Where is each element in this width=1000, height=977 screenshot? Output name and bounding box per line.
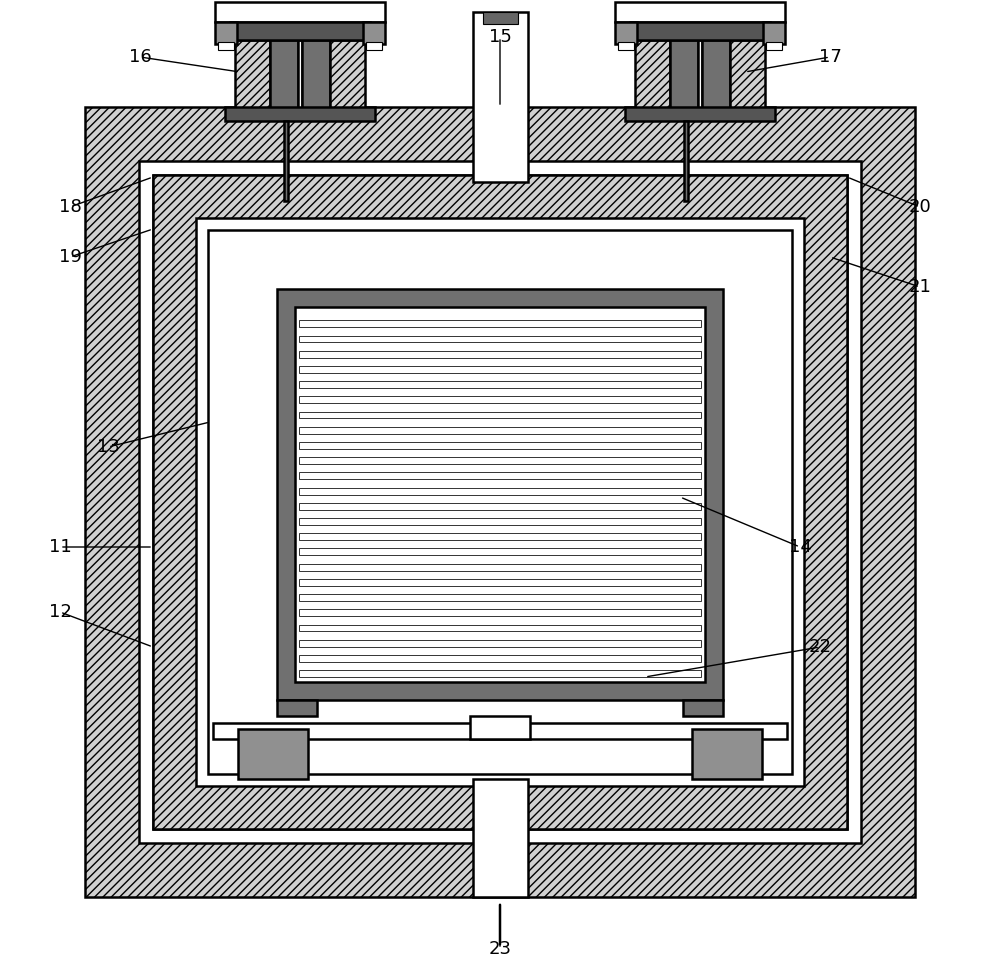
- Bar: [299, 457, 701, 464]
- Bar: [208, 230, 792, 774]
- Bar: [218, 42, 234, 50]
- Bar: [692, 729, 762, 779]
- Bar: [230, 22, 370, 40]
- Text: 18: 18: [59, 198, 81, 216]
- Bar: [299, 381, 701, 388]
- Bar: [153, 175, 847, 829]
- Bar: [299, 442, 701, 448]
- Bar: [270, 40, 298, 112]
- Bar: [615, 22, 637, 44]
- Bar: [363, 22, 385, 44]
- Text: 16: 16: [129, 48, 151, 66]
- Bar: [635, 40, 670, 112]
- Text: 14: 14: [789, 538, 811, 556]
- Bar: [298, 40, 302, 112]
- Bar: [215, 22, 237, 44]
- Bar: [284, 121, 288, 201]
- Text: 15: 15: [489, 28, 511, 46]
- Bar: [615, 2, 785, 22]
- Bar: [299, 548, 701, 555]
- Bar: [299, 473, 701, 480]
- Bar: [730, 40, 765, 112]
- Bar: [302, 40, 330, 112]
- Bar: [225, 107, 375, 121]
- Bar: [473, 779, 528, 897]
- Text: 22: 22: [808, 638, 832, 656]
- Bar: [213, 723, 787, 739]
- Bar: [702, 40, 730, 112]
- Bar: [763, 22, 785, 44]
- Bar: [299, 366, 701, 373]
- Bar: [299, 427, 701, 434]
- Text: 23: 23: [488, 940, 512, 958]
- Bar: [299, 335, 701, 342]
- Bar: [330, 40, 365, 112]
- Bar: [299, 397, 701, 404]
- Bar: [470, 716, 530, 739]
- Bar: [698, 40, 702, 112]
- Bar: [277, 289, 723, 700]
- Bar: [295, 307, 705, 682]
- Bar: [299, 610, 701, 616]
- Bar: [299, 503, 701, 510]
- Bar: [85, 107, 915, 897]
- Bar: [670, 40, 698, 112]
- Bar: [153, 175, 847, 829]
- Bar: [625, 107, 775, 121]
- Bar: [299, 655, 701, 661]
- Bar: [299, 351, 701, 358]
- Bar: [618, 42, 634, 50]
- Bar: [208, 230, 792, 774]
- Bar: [153, 175, 847, 829]
- Bar: [299, 594, 701, 601]
- Bar: [299, 624, 701, 631]
- Text: 21: 21: [909, 278, 931, 296]
- Bar: [139, 161, 861, 843]
- Text: 12: 12: [49, 603, 71, 621]
- Bar: [215, 2, 385, 22]
- Bar: [299, 579, 701, 586]
- Bar: [196, 218, 804, 786]
- Bar: [277, 700, 317, 716]
- Bar: [299, 518, 701, 525]
- Text: 19: 19: [59, 248, 81, 266]
- Text: 20: 20: [909, 198, 931, 216]
- Bar: [366, 42, 382, 50]
- Bar: [766, 42, 782, 50]
- Bar: [299, 411, 701, 418]
- Bar: [299, 640, 701, 647]
- Text: 11: 11: [49, 538, 71, 556]
- Bar: [299, 670, 701, 677]
- Bar: [630, 22, 770, 40]
- Bar: [683, 700, 723, 716]
- Bar: [299, 533, 701, 540]
- Bar: [238, 729, 308, 779]
- Bar: [483, 12, 518, 24]
- Text: 17: 17: [819, 48, 841, 66]
- Bar: [299, 488, 701, 494]
- Bar: [235, 40, 270, 112]
- Bar: [473, 12, 528, 182]
- Text: 13: 13: [97, 438, 119, 456]
- Bar: [684, 121, 688, 201]
- Bar: [299, 564, 701, 571]
- Bar: [299, 320, 701, 327]
